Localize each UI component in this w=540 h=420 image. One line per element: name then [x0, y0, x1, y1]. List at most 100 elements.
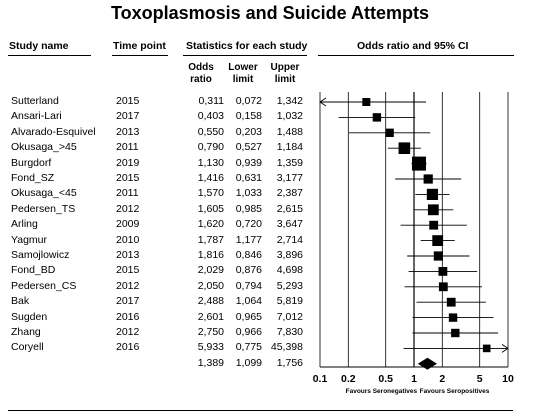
study-upper: 7,012	[276, 310, 303, 323]
study-upper: 45,398	[270, 341, 303, 354]
study-year: 2015	[116, 172, 140, 184]
study-year: 2019	[116, 156, 140, 169]
study-name: Pedersen_TS	[11, 202, 76, 215]
study-year: 2015	[116, 264, 140, 277]
study-name: Pedersen_CS	[11, 279, 77, 292]
study-name: Bak	[11, 295, 30, 308]
point-estimate	[427, 204, 439, 216]
study-upper: 3,177	[276, 172, 303, 184]
study-name: Sutterland	[11, 95, 59, 107]
study-name: Fond_SZ	[11, 172, 55, 184]
study-year: 2012	[116, 326, 140, 338]
study-upper: 2,714	[276, 233, 303, 246]
study-upper: 7,830	[276, 326, 303, 338]
ci-arrow-left	[319, 97, 327, 107]
bottom-rule	[8, 410, 513, 411]
study-upper: 1,184	[276, 141, 303, 154]
study-lower: 0,794	[235, 279, 262, 292]
study-lower: 0,775	[235, 341, 262, 354]
summary-lower: 1,099	[235, 356, 262, 369]
study-or: 1,787	[197, 233, 224, 246]
x-tick-label: 2	[439, 373, 445, 385]
study-or: 2,750	[197, 326, 224, 338]
study-lower: 0,966	[235, 326, 262, 338]
study-lower: 0,527	[235, 141, 262, 154]
study-lower: 1,064	[235, 295, 262, 308]
study-year: 2013	[116, 249, 140, 261]
study-upper: 1,032	[276, 110, 303, 123]
study-year: 2012	[116, 202, 140, 215]
study-upper: 5,819	[276, 295, 303, 308]
study-name: Alvarado-Esquivel	[11, 125, 96, 138]
study-upper: 4,698	[276, 264, 303, 277]
study-lower: 0,631	[235, 172, 262, 184]
favours-right-label: Favours Seropositives	[420, 388, 490, 395]
study-year: 2017	[116, 110, 140, 123]
study-lower: 1,033	[235, 187, 262, 200]
point-estimate	[438, 282, 448, 292]
study-lower: 0,203	[235, 125, 262, 138]
subheader-upper-limit: Upper limit	[270, 62, 300, 85]
chart-title: Toxoplasmosis and Suicide Attempts	[110, 3, 430, 23]
study-or: 0,790	[197, 141, 224, 154]
header-odds-ratio-ci: Odds ratio and 95% CI	[357, 40, 469, 52]
study-lower: 0,965	[235, 310, 262, 323]
header-statistics: Statistics for each study	[186, 40, 308, 52]
study-lower: 0,985	[235, 202, 262, 215]
study-or: 1,816	[197, 249, 224, 261]
study-upper: 1,359	[276, 156, 303, 169]
point-estimate	[362, 98, 371, 106]
study-year: 2011	[116, 187, 139, 200]
point-estimate	[432, 235, 444, 246]
study-year: 2011	[116, 141, 139, 154]
point-estimate	[372, 113, 382, 122]
study-or: 2,601	[197, 310, 224, 323]
point-estimate	[385, 128, 394, 137]
study-or: 1,605	[197, 202, 224, 215]
point-estimate	[411, 156, 426, 171]
header-underline-study	[8, 55, 91, 56]
study-upper: 1,342	[276, 95, 303, 107]
study-name: Ansari-Lari	[11, 110, 62, 123]
study-lower: 0,072	[235, 95, 262, 107]
study-name: Sugden	[11, 310, 48, 323]
study-or: 0,311	[198, 95, 225, 107]
point-estimate	[448, 313, 458, 322]
header-underline-stats	[183, 55, 307, 56]
header-study-name: Study name	[9, 40, 69, 52]
x-tick-label: 0.2	[341, 373, 356, 385]
study-name: Arling	[11, 218, 38, 231]
x-tick-label: 1	[411, 373, 417, 385]
header-underline-plot	[318, 55, 514, 56]
study-lower: 0,876	[235, 264, 262, 277]
summary-diamond	[417, 357, 437, 370]
study-lower: 0,939	[235, 156, 262, 169]
study-year: 2016	[116, 341, 140, 354]
study-year: 2012	[116, 279, 140, 292]
summary-or: 1,389	[197, 356, 224, 369]
ci-arrow-right	[501, 344, 509, 353]
x-tick-label: 0.5	[378, 373, 393, 385]
study-year: 2009	[116, 218, 140, 231]
point-estimate	[426, 188, 439, 200]
study-year: 2015	[116, 95, 140, 107]
study-or: 1,130	[197, 156, 224, 169]
point-estimate	[451, 328, 460, 338]
study-or: 0,403	[197, 110, 224, 123]
study-name: Zhang	[11, 326, 41, 338]
x-tick-label: 5	[477, 373, 483, 385]
study-year: 2013	[116, 125, 140, 138]
study-or: 1,416	[197, 172, 224, 184]
study-lower: 1,177	[235, 233, 262, 246]
point-estimate	[398, 142, 411, 154]
study-or: 0,550	[197, 125, 224, 138]
study-or: 2,488	[197, 295, 224, 308]
study-year: 2010	[116, 233, 140, 246]
study-name: Okusaga_<45	[11, 187, 77, 200]
study-lower: 0,720	[235, 218, 262, 231]
favours-left-label: Favours Seronegatives	[346, 388, 418, 395]
study-upper: 2,387	[276, 187, 303, 200]
study-upper: 3,647	[276, 218, 303, 231]
study-year: 2017	[116, 295, 140, 308]
study-lower: 0,846	[235, 249, 262, 261]
